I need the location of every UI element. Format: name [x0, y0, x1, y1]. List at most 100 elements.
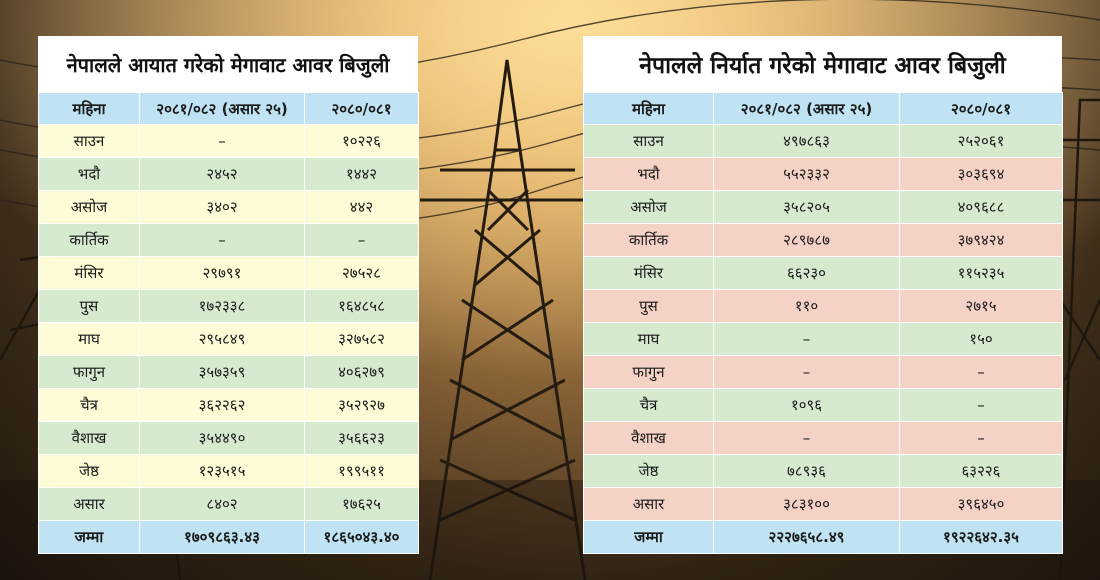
value-cell: १४४२ — [304, 157, 419, 191]
table-row: वैशाख ३५४४९० ३५६६२३ — [38, 421, 419, 455]
table-row: जेष्ठ १२३५१५ १९९५११ — [38, 454, 419, 488]
value-cell: २७१५ — [899, 289, 1063, 323]
value-cell: १०९६ — [713, 388, 900, 422]
export-table-panel: नेपालले निर्यात गरेको मेगावाट आवर बिजुली… — [583, 36, 1063, 554]
table-row: असार ८४०२ १७६२५ — [38, 487, 419, 521]
import-table-panel: नेपालले आयात गरेको मेगावाट आवर बिजुली मह… — [38, 36, 419, 554]
month-cell: मंसिर — [38, 256, 140, 290]
value-cell: ३५७३५९ — [139, 355, 305, 389]
month-cell: माघ — [38, 322, 140, 356]
month-cell: वैशाख — [38, 421, 140, 455]
table-header-row: महिना २०८१/०८२ (असार २५) २०८०/०८१ — [583, 92, 1063, 125]
value-cell: – — [139, 124, 305, 158]
table-row: साउन –१०२२६ — [38, 124, 419, 158]
value-cell: २९५८४९ — [139, 322, 305, 356]
value-cell: १५० — [899, 322, 1063, 356]
value-cell: २५२०६१ — [899, 124, 1063, 158]
table-row: वैशाख – – — [583, 421, 1063, 455]
table-row: पुस ११० २७१५ — [583, 289, 1063, 323]
value-cell: ४९७८६३ — [713, 124, 900, 158]
table-row: चैत्र १०९६– — [583, 388, 1063, 422]
value-cell: १७६२५ — [304, 487, 419, 521]
value-cell: २८९७८७ — [713, 223, 900, 257]
value-cell: – — [713, 355, 900, 389]
total-label: जम्मा — [583, 520, 714, 554]
value-cell: ३५२९२७ — [304, 388, 419, 422]
month-cell: वैशाख — [583, 421, 714, 455]
total-value: १७०९८६३.४३ — [139, 520, 305, 554]
column-header-year-2080: २०८०/०८१ — [899, 92, 1063, 125]
value-cell: ३८३१०० — [713, 487, 900, 521]
month-cell: फागुन — [583, 355, 714, 389]
table-row: फागुन ३५७३५९ ४०६२७९ — [38, 355, 419, 389]
value-cell: – — [713, 322, 900, 356]
value-cell: ३५८२०५ — [713, 190, 900, 224]
column-header-month: महिना — [38, 92, 140, 125]
table-row: असार ३८३१०० ३९६४५० — [583, 487, 1063, 521]
value-cell: – — [899, 355, 1063, 389]
month-cell: जेष्ठ — [583, 454, 714, 488]
month-cell: फागुन — [38, 355, 140, 389]
table-row: भदौ ५५२३३२ ३०३६९४ — [583, 157, 1063, 191]
value-cell: – — [713, 421, 900, 455]
table-row: साउन ४९७८६३ २५२०६१ — [583, 124, 1063, 158]
month-cell: कार्तिक — [38, 223, 140, 257]
value-cell: १६४८५८ — [304, 289, 419, 323]
table-row: फागुन – – — [583, 355, 1063, 389]
month-cell: साउन — [38, 124, 140, 158]
value-cell: १०२२६ — [304, 124, 419, 158]
month-cell: भदौ — [38, 157, 140, 191]
value-cell: ३५६६२३ — [304, 421, 419, 455]
import-table-title: नेपालले आयात गरेको मेगावाट आवर बिजुली — [38, 36, 418, 92]
table-row: जेष्ठ ७८९३६ ६३२२६ — [583, 454, 1063, 488]
table-row: भदौ २४५२ १४४२ — [38, 157, 419, 191]
month-cell: साउन — [583, 124, 714, 158]
value-cell: ३७९४२४ — [899, 223, 1063, 257]
column-header-year-2081: २०८१/०८२ (असार २५) — [713, 92, 900, 125]
value-cell: ३४०२ — [139, 190, 305, 224]
value-cell: – — [139, 223, 305, 257]
value-cell: ३९६४५० — [899, 487, 1063, 521]
total-value: १९२२६४२.३५ — [899, 520, 1063, 554]
month-cell: असार — [38, 487, 140, 521]
table-row: कार्तिक – – — [38, 223, 419, 257]
total-value: १८६५०४३.४० — [304, 520, 419, 554]
total-value: २२२७६५८.४९ — [713, 520, 900, 554]
value-cell: १२३५१५ — [139, 454, 305, 488]
value-cell: ३६२२६२ — [139, 388, 305, 422]
table-row: पुस १७२३३८ १६४८५८ — [38, 289, 419, 323]
month-cell: चैत्र — [583, 388, 714, 422]
value-cell: ३०३६९४ — [899, 157, 1063, 191]
value-cell: ४०६२७९ — [304, 355, 419, 389]
value-cell: ६६२३० — [713, 256, 900, 290]
table-row: मंसिर २९७९१ २७५२८ — [38, 256, 419, 290]
month-cell: पुस — [583, 289, 714, 323]
table-row: माघ –१५० — [583, 322, 1063, 356]
month-cell: मंसिर — [583, 256, 714, 290]
value-cell: २४५२ — [139, 157, 305, 191]
value-cell: २७५२८ — [304, 256, 419, 290]
value-cell: – — [899, 421, 1063, 455]
export-table-title: नेपालले निर्यात गरेको मेगावाट आवर बिजुली — [583, 36, 1062, 92]
month-cell: असोज — [38, 190, 140, 224]
month-cell: जेष्ठ — [38, 454, 140, 488]
value-cell: ४४२ — [304, 190, 419, 224]
column-header-month: महिना — [583, 92, 714, 125]
month-cell: भदौ — [583, 157, 714, 191]
value-cell: – — [899, 388, 1063, 422]
value-cell: ७८९३६ — [713, 454, 900, 488]
value-cell: ११५२३५ — [899, 256, 1063, 290]
total-label: जम्मा — [38, 520, 140, 554]
value-cell: ८४०२ — [139, 487, 305, 521]
export-table: महिना २०८१/०८२ (असार २५) २०८०/०८१ साउन ४९… — [583, 92, 1063, 554]
month-cell: कार्तिक — [583, 223, 714, 257]
value-cell: ४०९६८८ — [899, 190, 1063, 224]
column-header-year-2081: २०८१/०८२ (असार २५) — [139, 92, 305, 125]
table-row: माघ २९५८४९ ३२७५८२ — [38, 322, 419, 356]
month-cell: माघ — [583, 322, 714, 356]
total-row: जम्मा १७०९८६३.४३ १८६५०४३.४० — [38, 520, 419, 554]
month-cell: असोज — [583, 190, 714, 224]
table-row: असोज ३४०२ ४४२ — [38, 190, 419, 224]
table-row: चैत्र ३६२२६२ ३५२९२७ — [38, 388, 419, 422]
value-cell: ३२७५८२ — [304, 322, 419, 356]
